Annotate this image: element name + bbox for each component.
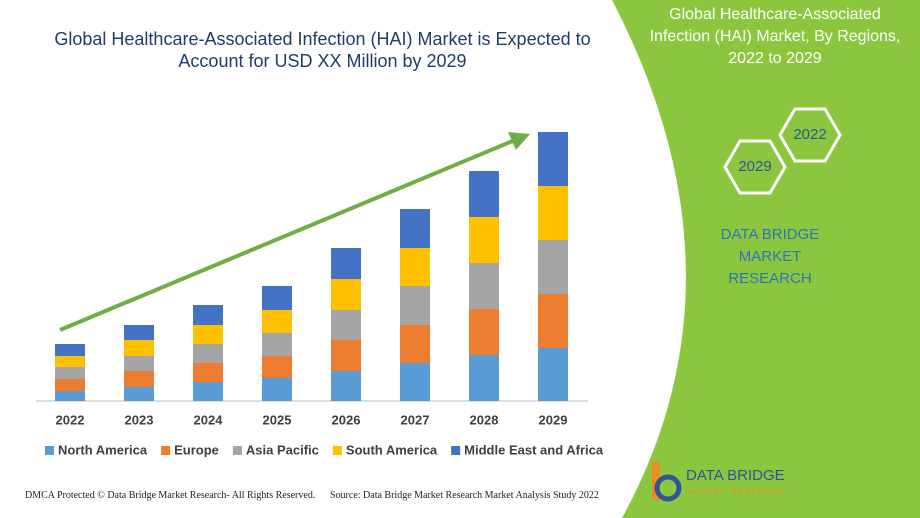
bar-segment xyxy=(469,217,499,263)
x-tick-label: 2028 xyxy=(470,412,499,427)
legend-label: Middle East and Africa xyxy=(464,442,604,457)
footer-left: DMCA Protected © Data Bridge Market Rese… xyxy=(25,490,316,501)
legend-label: North America xyxy=(58,442,148,457)
bar-segment xyxy=(55,379,85,391)
bar-segment xyxy=(331,310,361,340)
bar-segment xyxy=(538,240,568,294)
bar-segment xyxy=(400,209,430,248)
x-tick-label: 2022 xyxy=(56,412,85,427)
bar-segment xyxy=(193,325,223,344)
x-tick-label: 2026 xyxy=(332,412,361,427)
legend-swatch xyxy=(45,446,54,455)
bar-segment xyxy=(538,132,568,186)
bar-segment xyxy=(469,309,499,355)
bar-segment xyxy=(469,263,499,309)
bar-segment xyxy=(331,279,361,310)
bar-segment xyxy=(55,391,85,401)
bar-segment xyxy=(55,367,85,379)
bar-segment xyxy=(193,382,223,401)
x-tick-label: 2025 xyxy=(263,412,292,427)
chart-title: Global Healthcare-Associated Infection (… xyxy=(54,29,591,71)
bar-segment xyxy=(124,371,154,387)
bar-segment xyxy=(124,325,154,340)
x-tick-label: 2023 xyxy=(125,412,154,427)
trend-arrow xyxy=(59,138,516,332)
bar-segment xyxy=(262,310,292,333)
legend-label: Asia Pacific xyxy=(246,442,319,457)
x-tick-label: 2029 xyxy=(539,412,568,427)
bar-segment xyxy=(538,186,568,240)
bar-segment xyxy=(331,340,361,371)
logo-tagline: MARKET RESEARCH xyxy=(686,489,786,496)
bar-segment xyxy=(331,371,361,401)
bar-segment xyxy=(262,356,292,378)
footer-right: Source: Data Bridge Market Research Mark… xyxy=(330,490,599,501)
legend-swatch xyxy=(332,446,342,455)
legend-swatch xyxy=(161,446,171,455)
logo-name: DATA BRIDGE xyxy=(686,467,785,484)
legend-label: Europe xyxy=(174,442,219,457)
legend-swatch xyxy=(232,446,242,455)
bar-segment xyxy=(400,325,430,363)
bar-segment xyxy=(193,344,223,363)
legend-label: South America xyxy=(346,442,438,457)
bar-segment xyxy=(469,171,499,217)
panel-title: Global Healthcare-Associated Infection (… xyxy=(649,6,901,67)
bar-segment xyxy=(262,286,292,310)
x-tick-label: 2024 xyxy=(194,412,224,427)
hexagon xyxy=(723,139,787,195)
bar-segment xyxy=(262,378,292,401)
legend-swatch xyxy=(451,446,461,455)
hexagon-label: 2029 xyxy=(738,158,771,175)
bar-segment xyxy=(538,294,568,348)
side-panel xyxy=(612,0,920,518)
bar-segment xyxy=(124,387,154,401)
logo-mark xyxy=(654,474,682,502)
bar-segment xyxy=(400,286,430,325)
bar-segment xyxy=(538,348,568,401)
bar-segment xyxy=(193,305,223,325)
hexagon-label: 2022 xyxy=(793,126,826,143)
hexagon xyxy=(778,107,842,163)
bar-segment xyxy=(400,363,430,401)
bar-segment xyxy=(469,355,499,401)
bar-segment xyxy=(262,333,292,356)
bar-segment xyxy=(55,356,85,367)
bar-segment xyxy=(400,248,430,286)
bar-segment xyxy=(193,363,223,382)
bar-segment xyxy=(124,356,154,371)
x-tick-label: 2027 xyxy=(401,412,430,427)
bar-segment xyxy=(124,340,154,356)
bar-segment xyxy=(331,248,361,279)
bar-segment xyxy=(55,344,85,356)
brand: DATA BRIDGE MARKET RESEARCH xyxy=(720,226,820,287)
trend-arrow-head xyxy=(508,132,530,150)
